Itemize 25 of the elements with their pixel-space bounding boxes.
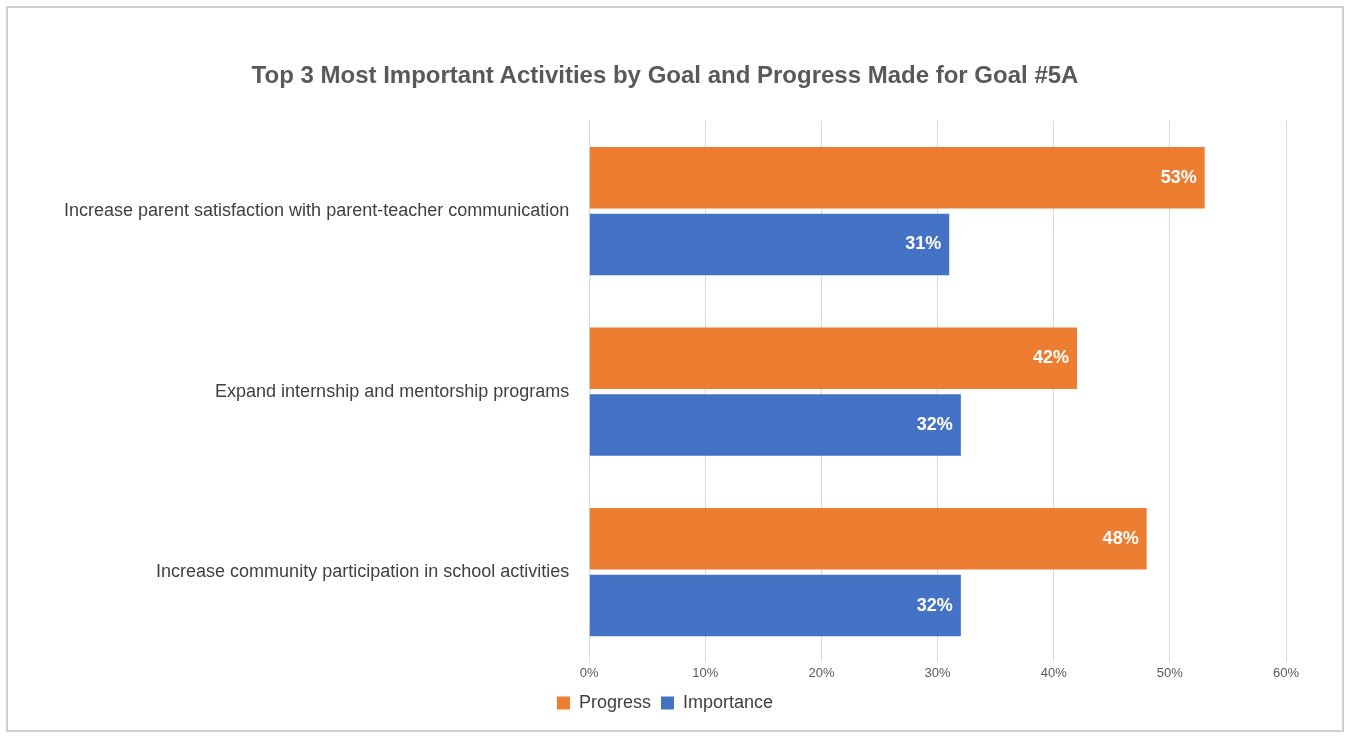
data-label: 32%	[916, 594, 953, 615]
x-tick-label: 10%	[692, 664, 719, 680]
x-tick-label: 20%	[808, 664, 835, 680]
chart-title: Top 3 Most Important Activities by Goal and Progress Made for Goal #5A	[251, 61, 1079, 89]
y-tick-label: Expand internship and mentorship programs	[215, 380, 570, 401]
x-tick-label: 0%	[579, 664, 600, 680]
data-label: 48%	[1102, 527, 1139, 548]
data-label: 53%	[1160, 166, 1197, 187]
bar	[589, 213, 950, 276]
data-label: 31%	[905, 233, 942, 254]
bar	[589, 327, 1077, 389]
x-tick-label: 60%	[1272, 664, 1300, 680]
bar	[589, 394, 961, 456]
x-tick-label: 30%	[924, 664, 952, 680]
bar	[589, 508, 1147, 570]
data-label: 42%	[1032, 347, 1069, 368]
x-tick-label: 40%	[1040, 664, 1068, 680]
bar	[589, 146, 1205, 209]
y-tick-label: Increase community participation in school activities	[156, 561, 570, 582]
y-tick-label: Increase parent satisfaction with parent-teacher communication	[63, 200, 570, 221]
legend-label: Importance	[682, 691, 774, 712]
bar	[589, 574, 961, 637]
legend-label: Progress	[578, 691, 651, 712]
data-label: 32%	[916, 413, 953, 434]
x-tick-label: 50%	[1156, 664, 1184, 680]
